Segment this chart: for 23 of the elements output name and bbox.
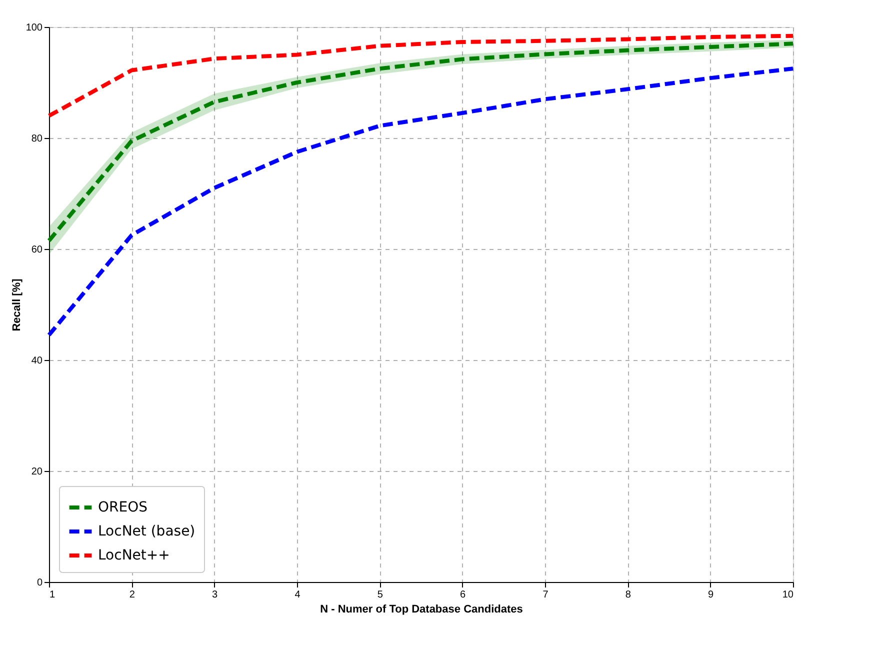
legend-label: LocNet (base) xyxy=(98,524,196,540)
x-tick-label: 3 xyxy=(212,590,218,600)
x-tick-label: 6 xyxy=(460,590,466,600)
line-series xyxy=(47,34,795,118)
x-tick-label: 1 xyxy=(50,590,56,600)
y-tick-label: 40 xyxy=(31,356,43,366)
y-tick-label: 100 xyxy=(26,22,43,34)
x-axis-title: N - Numer of Top Database Candidates xyxy=(320,604,523,616)
line-series xyxy=(47,66,795,338)
legend-label: LocNet++ xyxy=(98,548,170,564)
x-tick-label: 9 xyxy=(708,590,714,600)
legend-label: OREOS xyxy=(98,500,148,516)
x-tick-label: 7 xyxy=(542,590,549,600)
y-tick-label: 80 xyxy=(31,134,43,144)
x-tick-label: 4 xyxy=(294,590,301,600)
x-tick-label: 2 xyxy=(129,590,136,600)
x-tick-label: 10 xyxy=(782,590,794,600)
y-tick-label: 0 xyxy=(36,578,43,588)
x-tick-label: 5 xyxy=(377,590,384,600)
y-axis-title: Recall [%] xyxy=(10,278,23,332)
y-tick-label: 20 xyxy=(31,466,43,478)
y-tick-label: 60 xyxy=(31,244,43,256)
x-tick-label: 8 xyxy=(625,590,632,600)
